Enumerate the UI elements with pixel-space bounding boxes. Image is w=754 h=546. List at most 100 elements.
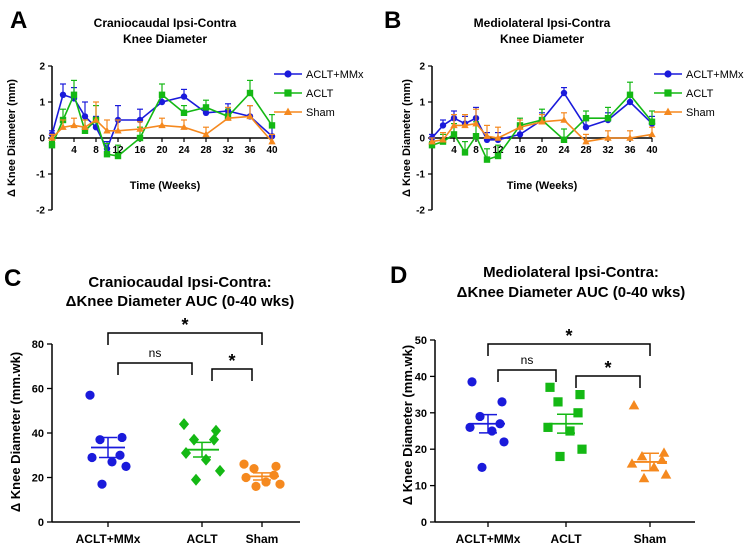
panel-c-data-point — [85, 390, 95, 400]
panel-b-data-point — [428, 142, 436, 149]
panel-a-data-point — [202, 109, 210, 117]
panel-b-data-point — [461, 121, 469, 129]
panel-d-data-point — [660, 469, 672, 479]
panel-a-title-line-1: Craniocaudal Ipsi-Contra — [94, 16, 237, 30]
panel-c-data-point — [95, 435, 105, 445]
panel-a-data-point — [81, 113, 89, 120]
panel-b-x-axis-label: Time (Weeks) — [507, 180, 578, 192]
panel-a-data-point — [70, 91, 78, 98]
panel-a-legend-label: Sham — [306, 107, 335, 119]
panel-d-data-point — [648, 461, 660, 472]
panel-a-series-line — [51, 91, 273, 157]
panel-a-x-tick-label: 28 — [200, 145, 212, 156]
panel-a-legend-marker — [284, 89, 292, 97]
panel-b-data-point — [648, 130, 656, 138]
panel-b-x-tick-label: 20 — [536, 145, 548, 156]
panel-d-data-point — [577, 444, 587, 454]
panel-c-group-aclt-mmx — [85, 390, 131, 489]
panel-b-data-point — [538, 117, 546, 125]
panel-b-legend-label: Sham — [686, 107, 715, 119]
panel-d-data-point — [477, 462, 487, 472]
panel-c-significance-label: * — [181, 315, 188, 335]
panel-c-data-point — [208, 433, 220, 446]
panel-a-data-point — [268, 122, 276, 129]
panel-a-x-tick-label: 4 — [71, 145, 77, 156]
panel-d-title-line-1: Mediolateral Ipsi-Contra: — [483, 264, 659, 281]
panel-b-data-point — [582, 137, 590, 145]
panel-c-data-point — [239, 459, 249, 469]
panel-c-significance-label: * — [228, 351, 235, 371]
panel-d-data-point — [626, 458, 638, 468]
panel-c-data-point — [210, 424, 222, 437]
panel-d-significance-label: * — [565, 326, 572, 346]
panel-a-data-point — [114, 126, 122, 134]
panel-d-data-point — [499, 437, 509, 447]
panel-b-data-point — [626, 134, 634, 141]
panel-c-category-label: Sham — [246, 532, 279, 546]
panel-a-data-point — [158, 91, 166, 98]
panel-c-data-point — [178, 418, 190, 431]
panel-a-data-point — [136, 134, 144, 142]
panel-b-data-point — [461, 149, 469, 156]
panel-d-data-point — [628, 400, 640, 410]
panel-b-legend-label: ACLT+MMx — [686, 69, 744, 81]
panel-a-y-tick-label: -2 — [36, 206, 45, 217]
panel-b-data-point — [472, 133, 480, 140]
panel-d-group-aclt — [543, 382, 587, 462]
panel-c-y-tick-label: 20 — [32, 473, 44, 485]
panel-d-group-aclt-mmx — [465, 377, 509, 472]
panel-d-data-point — [638, 472, 650, 483]
panel-a-data-point — [180, 109, 188, 116]
panel-a-data-point — [92, 116, 100, 123]
panel-a-x-tick-label: 20 — [156, 145, 168, 156]
panel-c: C Craniocaudal Ipsi-Contra: ΔKnee Diamet… — [4, 265, 300, 546]
panel-a-data-point — [202, 104, 210, 111]
panel-a-data-point — [59, 91, 67, 99]
panel-d-data-point — [465, 422, 475, 432]
panel-c-data-point — [251, 481, 261, 491]
panel-b-y-tick-label: -2 — [416, 206, 425, 217]
panel-d-data-point — [487, 426, 497, 436]
panel-b-x-tick-label: 8 — [473, 145, 479, 156]
panel-a-legend-marker — [283, 107, 293, 116]
panel-d-y-tick-label: 30 — [415, 408, 427, 420]
panel-b-x-tick-label: 40 — [646, 145, 658, 156]
panel-d-data-point — [573, 408, 583, 418]
panel-c-data-point — [190, 473, 202, 486]
panel-a-data-point — [158, 121, 166, 129]
panel-b-data-point — [604, 115, 612, 122]
panel-d-significance-bracket — [575, 375, 641, 388]
panel-d-data-point — [555, 451, 565, 462]
panel-c-data-point — [188, 433, 200, 446]
panel-a-data-point — [158, 98, 166, 106]
panel-a-x-tick-label: 32 — [222, 145, 234, 156]
panel-b-title-line-2: Knee Diameter — [500, 32, 584, 46]
panel-b-data-point — [626, 98, 634, 106]
panel-c-data-point — [97, 479, 107, 489]
panel-c-data-point — [107, 457, 117, 467]
panel-d-data-point — [497, 397, 507, 407]
panel-d-group-sham — [626, 400, 672, 483]
panel-b-data-point — [428, 137, 436, 145]
panel-b-data-point — [516, 123, 524, 130]
panel-b-data-point — [494, 134, 502, 141]
panel-a-x-tick-label: 40 — [266, 145, 278, 156]
panel-b-series-sham — [428, 108, 656, 145]
panel-b-y-tick-label: 2 — [419, 62, 425, 73]
panel-c-data-point — [87, 452, 97, 463]
panel-c-data-point — [200, 453, 212, 466]
panel-d-category-label: ACLT+MMx — [456, 532, 521, 546]
panel-a-data-point — [103, 126, 111, 134]
panel-c-y-tick-label: 60 — [32, 384, 44, 396]
panel-b-legend-marker — [663, 107, 673, 116]
panel-b-x-tick-label: 16 — [514, 145, 526, 156]
panel-d-category-label: Sham — [634, 532, 667, 546]
panel-a-title-line-2: Knee Diameter — [123, 32, 207, 46]
panel-b-x-tick-label: 4 — [451, 145, 457, 156]
panel-c-title-line-2: ΔKnee Diameter AUC (0-40 wks) — [66, 293, 295, 310]
panel-b-data-point — [483, 132, 491, 139]
panel-a-data-point — [70, 121, 78, 129]
panel-b-data-point — [582, 124, 590, 131]
panel-c-data-point — [261, 477, 271, 487]
panel-b-data-point — [439, 122, 447, 129]
